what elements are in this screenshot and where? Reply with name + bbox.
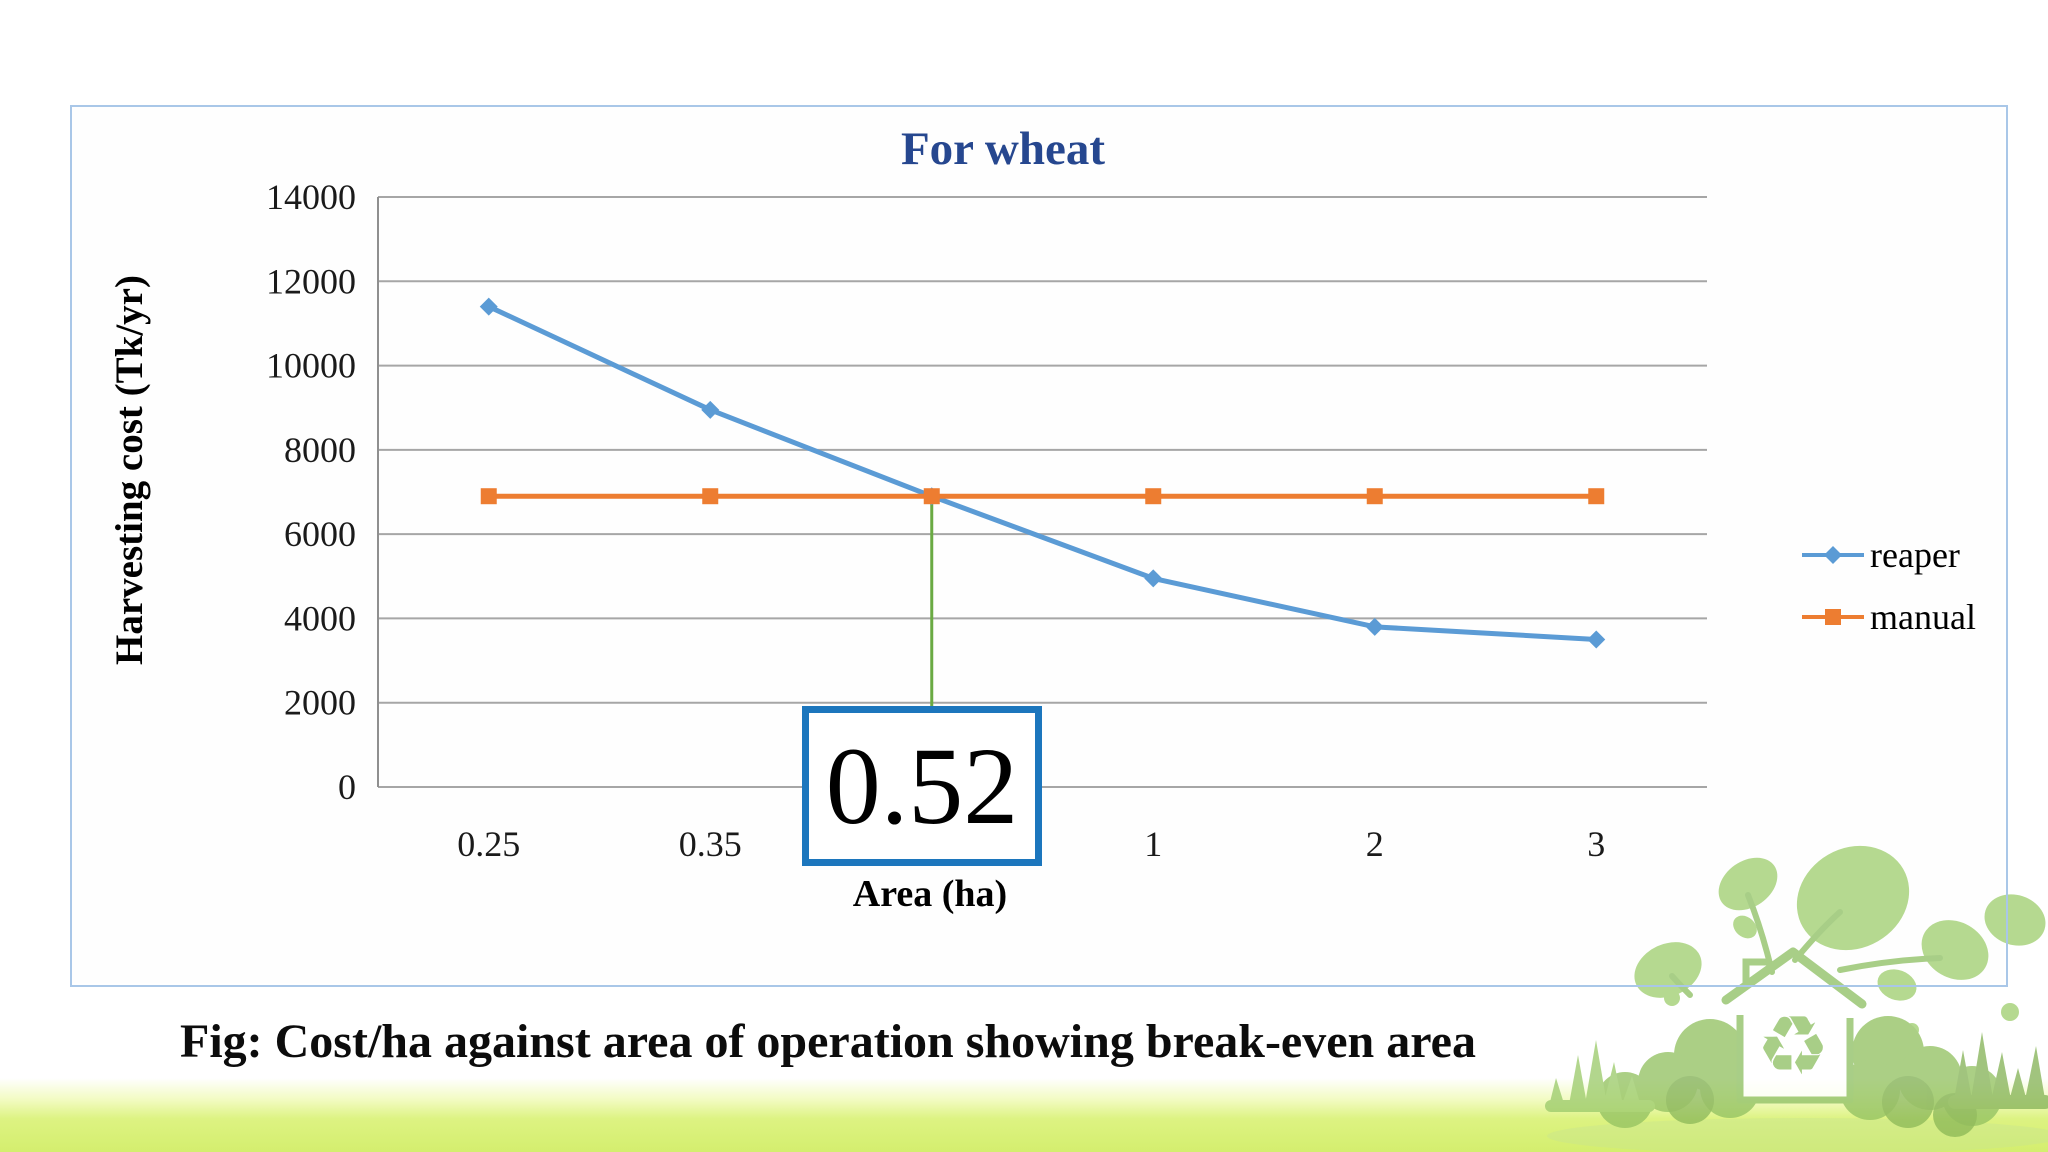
manual-point <box>480 488 497 505</box>
reaper-point <box>479 297 498 316</box>
x-axis-title: Area (ha) <box>852 873 1008 915</box>
grass-icon <box>1545 1040 1655 1112</box>
manual-point <box>923 488 940 505</box>
figure-caption: Fig: Cost/ha against area of operation s… <box>180 1015 1476 1068</box>
legend-label: manual <box>1870 597 1976 637</box>
grass-icon <box>1948 1032 2048 1109</box>
y-tick-label: 8000 <box>284 430 356 470</box>
legend-label: reaper <box>1870 535 1960 575</box>
y-tick-label: 14000 <box>266 177 356 217</box>
manual-point <box>1145 488 1162 505</box>
house-icon: ♻ <box>1721 947 1867 1104</box>
reaper-point <box>1144 569 1163 588</box>
y-tick-label: 4000 <box>284 598 356 638</box>
manual-point <box>702 488 719 505</box>
eco-recycle-house-graphic: ♻ <box>1545 845 2048 1152</box>
legend-item-reaper: reaper <box>1800 534 1976 576</box>
recycle-icon: ♻ <box>1756 999 1830 1094</box>
reaper-point <box>1365 617 1384 636</box>
reaper-point <box>701 400 720 419</box>
y-tick-label: 6000 <box>284 514 356 554</box>
chart-legend: reaper manual <box>1800 534 1976 638</box>
break-even-annotation-box: 0.52 <box>802 706 1042 866</box>
manual-line-swatch <box>1802 609 1864 625</box>
break-even-value: 0.52 <box>825 725 1019 847</box>
reaper-line <box>487 304 1597 642</box>
x-tick-label: 0.25 <box>457 824 520 864</box>
x-tick-label: 1 <box>1144 824 1162 864</box>
manual-point <box>1366 488 1383 505</box>
x-tick-label: 2 <box>1366 824 1384 864</box>
ground-shadow <box>1547 1118 2048 1152</box>
x-tick-label: 3 <box>1587 824 1605 864</box>
y-tick-label: 12000 <box>266 261 356 301</box>
reaper-point <box>1587 630 1606 649</box>
x-tick-label: 0.35 <box>679 824 742 864</box>
reaper-line-swatch <box>1802 546 1864 564</box>
y-tick-label: 10000 <box>266 346 356 386</box>
chart-title: For wheat <box>900 123 1106 175</box>
manual-point <box>1588 488 1605 505</box>
legend-item-manual: manual <box>1800 596 1976 638</box>
y-tick-label: 0 <box>338 767 356 807</box>
y-tick-label: 2000 <box>284 683 356 723</box>
y-axis-title: Harvesting cost (Tk/yr) <box>108 275 151 665</box>
